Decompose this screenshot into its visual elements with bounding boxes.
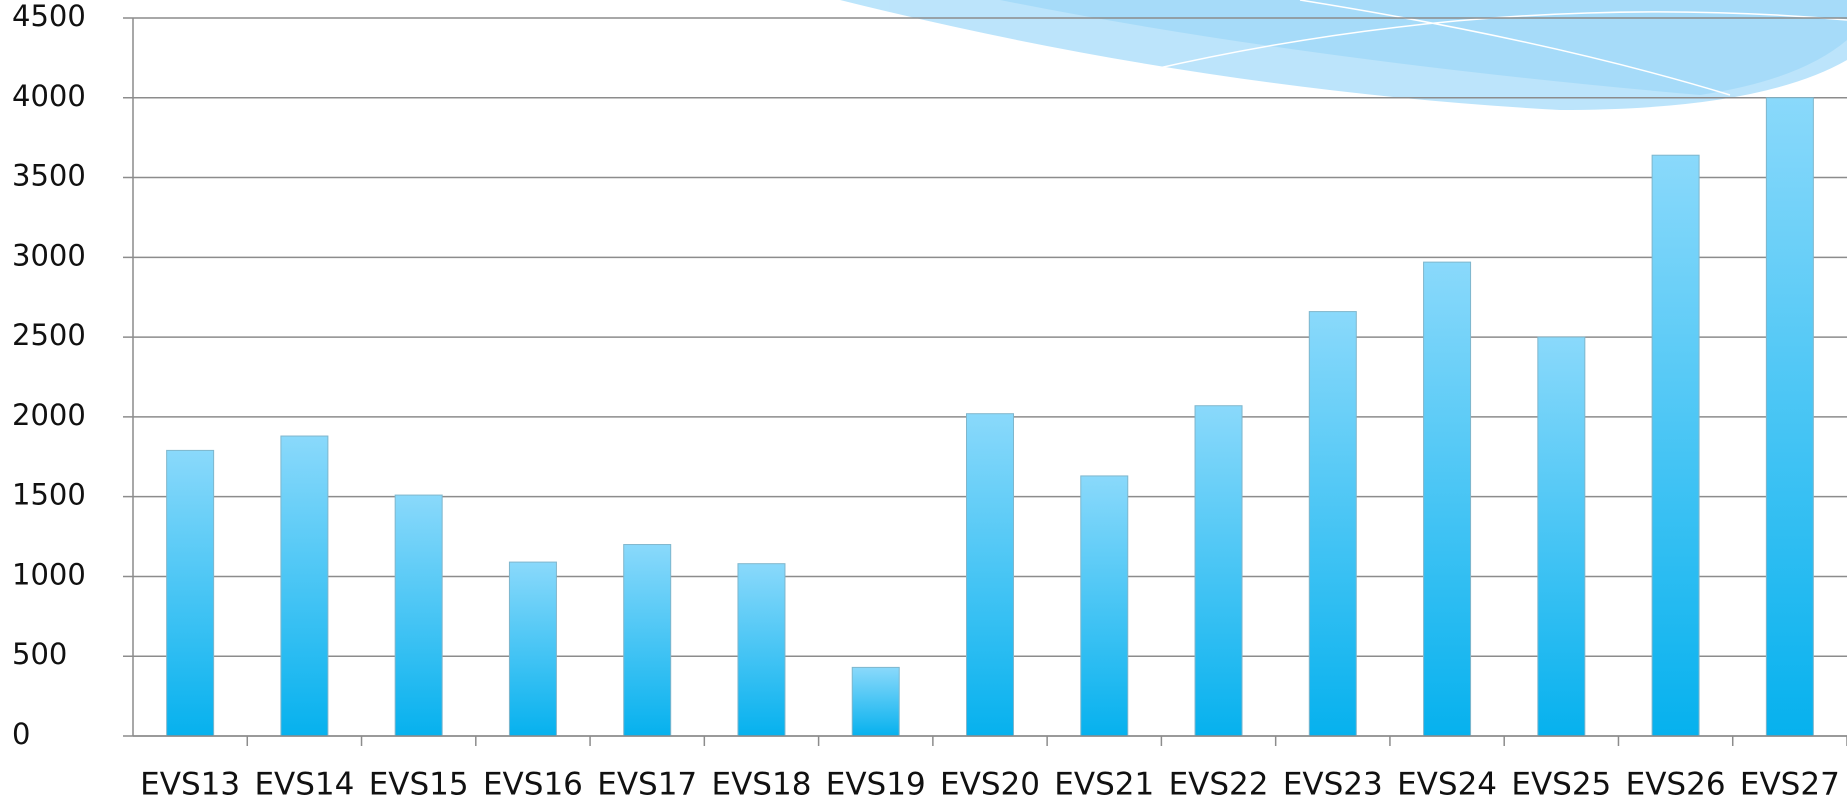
- y-tick-label: 1500: [12, 478, 86, 512]
- x-tick-label: EVS16: [483, 767, 583, 803]
- bar: [737, 563, 786, 737]
- bar: [1308, 311, 1357, 737]
- decoration: [840, 0, 1847, 110]
- x-tick-label: EVS27: [1740, 767, 1840, 803]
- x-tick-label: EVS22: [1169, 767, 1269, 803]
- x-tick-label: EVS20: [940, 767, 1040, 803]
- x-tick-label: EVS19: [826, 767, 926, 803]
- y-tick-label: 2000: [12, 398, 86, 432]
- x-tick-label: EVS25: [1511, 767, 1611, 803]
- x-tick-label: EVS14: [254, 767, 354, 803]
- y-tick-label: 3000: [12, 238, 86, 272]
- x-tick-label: EVS15: [369, 767, 469, 803]
- y-tick-label: 4500: [12, 0, 86, 33]
- bar: [1537, 336, 1586, 737]
- y-tick-label: 1000: [12, 557, 86, 591]
- bar: [508, 561, 557, 737]
- bar: [1080, 475, 1129, 737]
- y-tick-label: 0: [12, 717, 30, 751]
- bar: [1194, 405, 1243, 737]
- x-tick-label: EVS21: [1054, 767, 1154, 803]
- bar: [394, 494, 443, 737]
- bar: [623, 544, 672, 737]
- y-tick-label: 2500: [12, 318, 86, 352]
- x-tick-label: EVS24: [1397, 767, 1497, 803]
- y-tick-label: 4000: [12, 79, 86, 113]
- bar: [1651, 154, 1700, 737]
- bar: [1765, 97, 1814, 737]
- y-tick-label: 500: [12, 637, 67, 671]
- x-tick-label: EVS17: [597, 767, 697, 803]
- bar: [851, 666, 900, 737]
- y-tick-label: 3500: [12, 159, 86, 193]
- x-tick-label: EVS23: [1283, 767, 1383, 803]
- x-tick-label: EVS26: [1626, 767, 1726, 803]
- bar: [166, 449, 215, 737]
- bar: [280, 435, 329, 737]
- x-tick-label: EVS13: [140, 767, 240, 803]
- bar: [966, 413, 1014, 737]
- bar: [1423, 261, 1472, 737]
- x-tick-label: EVS18: [712, 767, 812, 803]
